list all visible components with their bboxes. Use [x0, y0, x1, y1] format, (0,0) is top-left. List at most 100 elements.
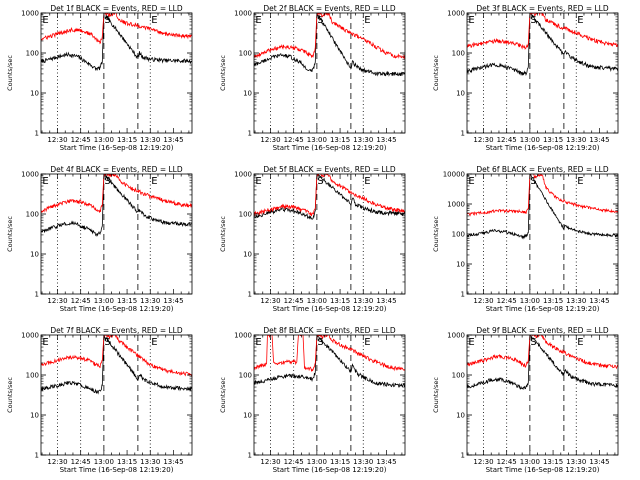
x-tick-label: 13:30	[353, 297, 373, 305]
x-tick-label: 12:45	[71, 136, 91, 144]
x-tick-label: 13:45	[376, 458, 396, 466]
y-tick-label: 100	[239, 372, 252, 380]
x-tick-label: 13:45	[163, 297, 183, 305]
x-tick-label: 12:45	[71, 458, 91, 466]
x-tick-label: 13:00	[94, 297, 114, 305]
y-axis-label: Counts/sec	[219, 216, 227, 252]
chart-title: Det 1f BLACK = Events, RED = LLD	[50, 4, 183, 13]
x-tick-label: 13:30	[566, 136, 586, 144]
events-series-line	[467, 335, 618, 391]
region-marker: E	[42, 337, 48, 348]
events-series-line	[467, 174, 618, 240]
x-tick-label: 13:15	[330, 297, 350, 305]
chart-title: Det 6f BLACK = Events, RED = LLD	[476, 165, 609, 174]
y-tick-label: 1	[248, 291, 252, 299]
plot-frame	[40, 12, 193, 134]
lld-series-line	[41, 174, 192, 214]
events-series-line	[41, 174, 192, 237]
y-tick-label: 100	[26, 211, 39, 219]
region-marker: S	[104, 337, 110, 348]
x-tick-label: 13:00	[307, 458, 327, 466]
y-tick-label: 10	[30, 251, 39, 259]
region-marker: S	[530, 176, 536, 187]
y-tick-label: 1	[35, 130, 39, 138]
x-tick-label: 13:00	[520, 297, 540, 305]
x-tick-label: 13:00	[307, 136, 327, 144]
y-axis-label: Counts/sec	[219, 377, 227, 413]
y-axis-label: Counts/sec	[432, 377, 440, 413]
y-tick-label: 1	[461, 291, 465, 299]
plot-frame	[253, 12, 406, 134]
x-tick-label: 13:30	[140, 136, 160, 144]
y-axis-label: Counts/sec	[6, 216, 14, 252]
y-tick-label: 100	[452, 231, 465, 239]
events-series-line	[41, 335, 192, 395]
x-tick-label: 13:15	[330, 458, 350, 466]
x-axis-label: Start Time (16-Sep-08 12:19:20)	[273, 305, 387, 313]
y-tick-label: 1000	[234, 332, 252, 340]
y-tick-label: 1	[35, 452, 39, 460]
x-tick-label: 12:30	[473, 136, 493, 144]
y-tick-label: 1000	[234, 171, 252, 179]
region-marker: E	[364, 15, 370, 26]
x-tick-label: 13:15	[330, 136, 350, 144]
events-series-line	[467, 13, 618, 77]
x-tick-label: 13:30	[140, 297, 160, 305]
x-tick-label: 12:45	[284, 297, 304, 305]
x-axis-label: Start Time (16-Sep-08 12:19:20)	[486, 305, 600, 313]
y-axis-label: Counts/sec	[432, 55, 440, 91]
region-marker: E	[577, 15, 583, 26]
x-tick-label: 13:15	[543, 458, 563, 466]
y-tick-label: 1	[35, 291, 39, 299]
x-tick-label: 12:45	[497, 297, 517, 305]
plot-frame	[40, 173, 193, 295]
x-tick-label: 13:15	[543, 297, 563, 305]
y-tick-label: 10	[30, 412, 39, 420]
y-tick-label: 1	[461, 452, 465, 460]
lld-series-line	[254, 174, 405, 217]
x-tick-label: 13:15	[117, 136, 137, 144]
x-tick-label: 12:30	[260, 297, 280, 305]
x-tick-label: 13:45	[589, 297, 609, 305]
region-marker: S	[530, 15, 536, 26]
region-marker: S	[317, 176, 323, 187]
x-tick-label: 13:15	[117, 297, 137, 305]
y-tick-label: 1000	[447, 201, 465, 209]
y-tick-label: 1000	[21, 332, 39, 340]
y-tick-label: 1000	[234, 10, 252, 18]
events-series-line	[41, 13, 192, 72]
region-marker: E	[577, 337, 583, 348]
x-tick-label: 13:00	[520, 136, 540, 144]
x-tick-label: 13:30	[353, 458, 373, 466]
x-tick-label: 12:30	[47, 297, 67, 305]
y-tick-label: 100	[26, 50, 39, 58]
chart-title: Det 2f BLACK = Events, RED = LLD	[263, 4, 396, 13]
x-axis-label: Start Time (16-Sep-08 12:19:20)	[486, 466, 600, 474]
x-tick-label: 13:00	[94, 136, 114, 144]
plot-frame	[253, 173, 406, 295]
chart-title: Det 8f BLACK = Events, RED = LLD	[263, 326, 396, 335]
events-series-line	[254, 13, 405, 77]
x-tick-label: 13:30	[140, 458, 160, 466]
x-tick-label: 12:45	[284, 458, 304, 466]
x-tick-label: 13:45	[376, 136, 396, 144]
y-tick-label: 100	[452, 372, 465, 380]
x-tick-label: 12:30	[473, 458, 493, 466]
plot-frame	[466, 12, 619, 134]
x-tick-label: 12:30	[47, 136, 67, 144]
y-tick-label: 10	[243, 412, 252, 420]
region-marker: E	[468, 176, 474, 187]
y-tick-label: 10	[456, 90, 465, 98]
x-tick-label: 12:45	[284, 136, 304, 144]
x-axis-label: Start Time (16-Sep-08 12:19:20)	[273, 466, 387, 474]
y-tick-label: 100	[239, 50, 252, 58]
region-marker: E	[577, 176, 583, 187]
chart-title: Det 9f BLACK = Events, RED = LLD	[476, 326, 609, 335]
region-marker: S	[104, 176, 110, 187]
y-tick-label: 10000	[443, 171, 465, 179]
